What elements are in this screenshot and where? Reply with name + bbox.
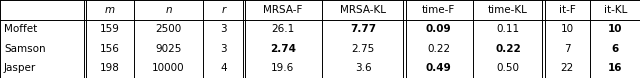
Text: n: n	[165, 5, 172, 15]
Text: Moffet: Moffet	[4, 24, 37, 34]
Text: time-F: time-F	[422, 5, 455, 15]
Text: 0.50: 0.50	[497, 63, 520, 73]
Text: 7.77: 7.77	[350, 24, 376, 34]
Text: 2500: 2500	[156, 24, 182, 34]
Text: 16: 16	[608, 63, 623, 73]
Text: 7: 7	[564, 44, 570, 54]
Text: 0.22: 0.22	[427, 44, 450, 54]
Text: 2.75: 2.75	[351, 44, 374, 54]
Text: 0.49: 0.49	[426, 63, 451, 73]
Text: r: r	[221, 5, 225, 15]
Text: it-KL: it-KL	[604, 5, 627, 15]
Text: MRSA-KL: MRSA-KL	[340, 5, 386, 15]
Text: 9025: 9025	[156, 44, 182, 54]
Text: 22: 22	[560, 63, 573, 73]
Text: m: m	[104, 5, 115, 15]
Text: 3: 3	[220, 24, 227, 34]
Text: 10000: 10000	[152, 63, 185, 73]
Text: 159: 159	[100, 24, 120, 34]
Text: it-F: it-F	[559, 5, 575, 15]
Text: 3.6: 3.6	[355, 63, 371, 73]
Text: 0.22: 0.22	[495, 44, 521, 54]
Text: 156: 156	[100, 44, 120, 54]
Text: 6: 6	[612, 44, 619, 54]
Text: 2.74: 2.74	[270, 44, 296, 54]
Text: 198: 198	[100, 63, 120, 73]
Text: 26.1: 26.1	[271, 24, 294, 34]
Text: 0.09: 0.09	[426, 24, 451, 34]
Text: MRSA-F: MRSA-F	[263, 5, 303, 15]
Text: 10: 10	[561, 24, 573, 34]
Text: 0.11: 0.11	[497, 24, 520, 34]
Text: time-KL: time-KL	[488, 5, 528, 15]
Text: 10: 10	[608, 24, 623, 34]
Text: 19.6: 19.6	[271, 63, 294, 73]
Text: 3: 3	[220, 44, 227, 54]
Text: 4: 4	[220, 63, 227, 73]
Text: Jasper: Jasper	[4, 63, 36, 73]
Text: Samson: Samson	[4, 44, 45, 54]
